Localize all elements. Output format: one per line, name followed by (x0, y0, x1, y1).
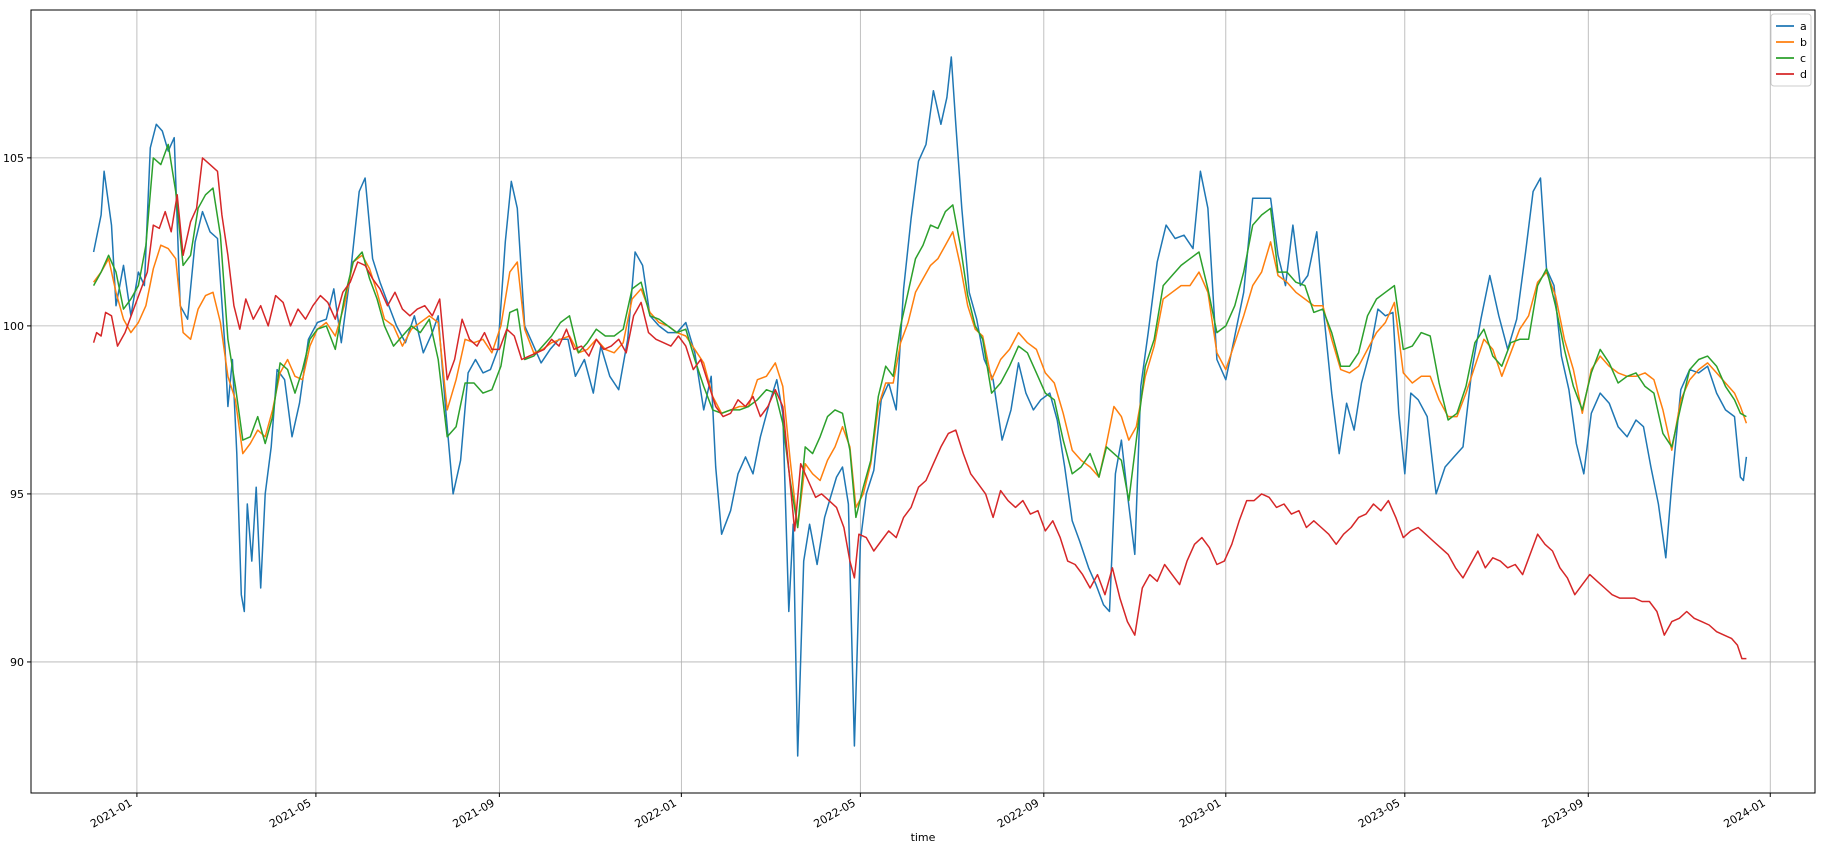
legend-label-a: a (1800, 20, 1807, 33)
y-tick-label: 90 (10, 656, 24, 669)
legend-label-c: c (1800, 52, 1806, 65)
plot-frame (30, 9, 1816, 794)
y-tick-label: 95 (10, 488, 24, 501)
series-line-a (92, 56, 1748, 757)
x-axis-label: time (911, 831, 936, 844)
grid-lines (31, 10, 1815, 793)
legend-label-b: b (1800, 36, 1807, 49)
y-axis: 90 95 100 105 (3, 152, 31, 669)
y-tick-label: 105 (3, 152, 24, 165)
series-line-c (92, 143, 1747, 529)
series-group (92, 56, 1748, 757)
series-line-d (92, 157, 1747, 660)
legend-label-d: d (1800, 68, 1807, 81)
legend-box (1770, 13, 1812, 87)
y-tick-label: 100 (3, 320, 24, 333)
